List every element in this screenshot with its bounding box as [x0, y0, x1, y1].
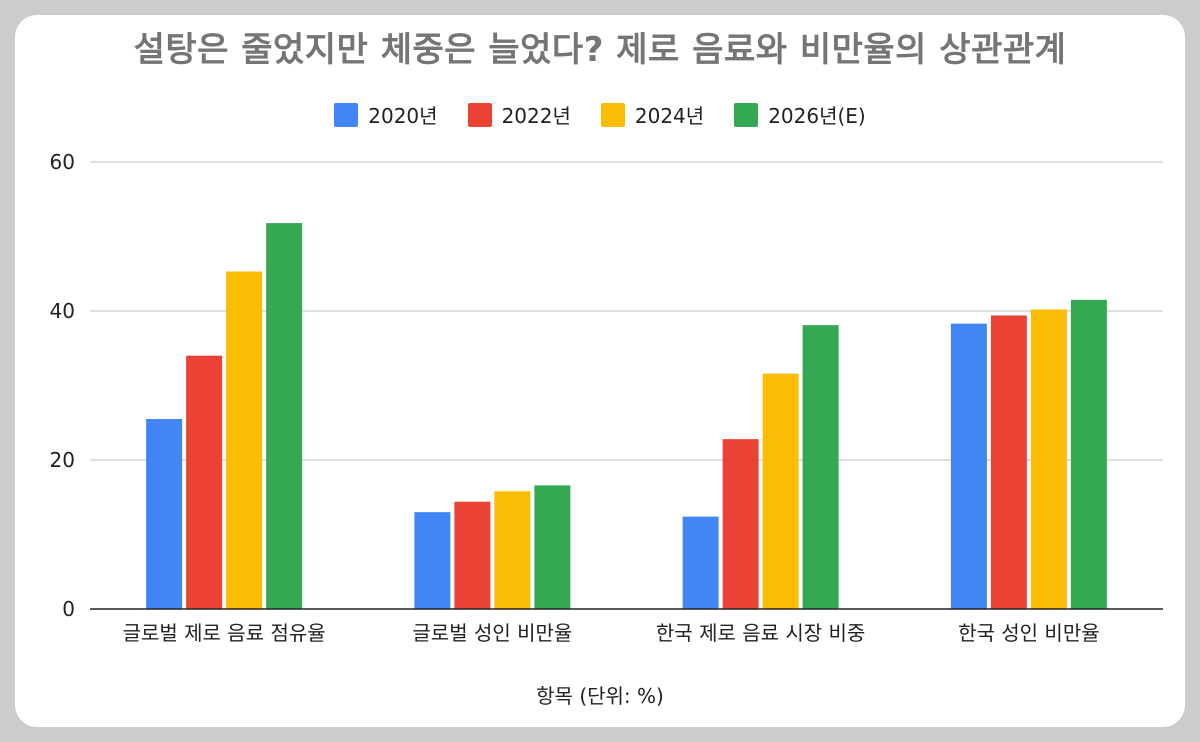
bar [722, 439, 759, 609]
bar [1030, 309, 1067, 609]
bar [534, 485, 571, 609]
bar [454, 501, 491, 609]
legend-label: 2022년 [501, 104, 571, 128]
y-tick-label: 40 [50, 299, 75, 323]
bar [494, 491, 531, 609]
x-tick-label: 한국 성인 비만율 [958, 621, 1100, 645]
legend-swatch [467, 102, 492, 127]
bar [186, 355, 223, 609]
x-tick-label: 글로벌 성인 비만율 [412, 621, 572, 645]
legend-swatch [334, 102, 359, 127]
bar [802, 325, 839, 609]
legend-item: 2026년(E) [734, 100, 866, 129]
legend: 2020년 2022년 2024년 2026년(E) [0, 100, 1200, 129]
bar [414, 512, 451, 609]
legend-item: 2020년 [334, 100, 438, 129]
bar [1070, 299, 1107, 609]
y-tick-label: 0 [62, 597, 75, 621]
bar [762, 373, 799, 609]
x-tick-label: 한국 제로 음료 시장 비중 [656, 621, 865, 645]
legend-swatch [734, 102, 759, 127]
legend-swatch [600, 102, 625, 127]
y-tick-label: 60 [50, 150, 75, 174]
legend-item: 2024년 [600, 100, 705, 129]
legend-item: 2022년 [467, 100, 571, 129]
bar [990, 315, 1027, 609]
legend-label: 2020년 [368, 104, 438, 128]
chart-title: 설탕은 줄었지만 체중은 늘었다? 제로 음료와 비만율의 상관관계 [133, 30, 1067, 70]
x-tick-label: 글로벌 제로 음료 점유율 [123, 621, 326, 645]
bar [266, 223, 303, 609]
bar [950, 323, 987, 609]
legend-label: 2026년(E) [768, 104, 866, 128]
bar [146, 419, 183, 609]
bar [226, 271, 263, 609]
y-tick-label: 20 [50, 448, 75, 472]
bar [682, 516, 719, 609]
legend-label: 2024년 [634, 104, 705, 128]
x-axis-title: 항목 (단위: %) [536, 684, 664, 708]
